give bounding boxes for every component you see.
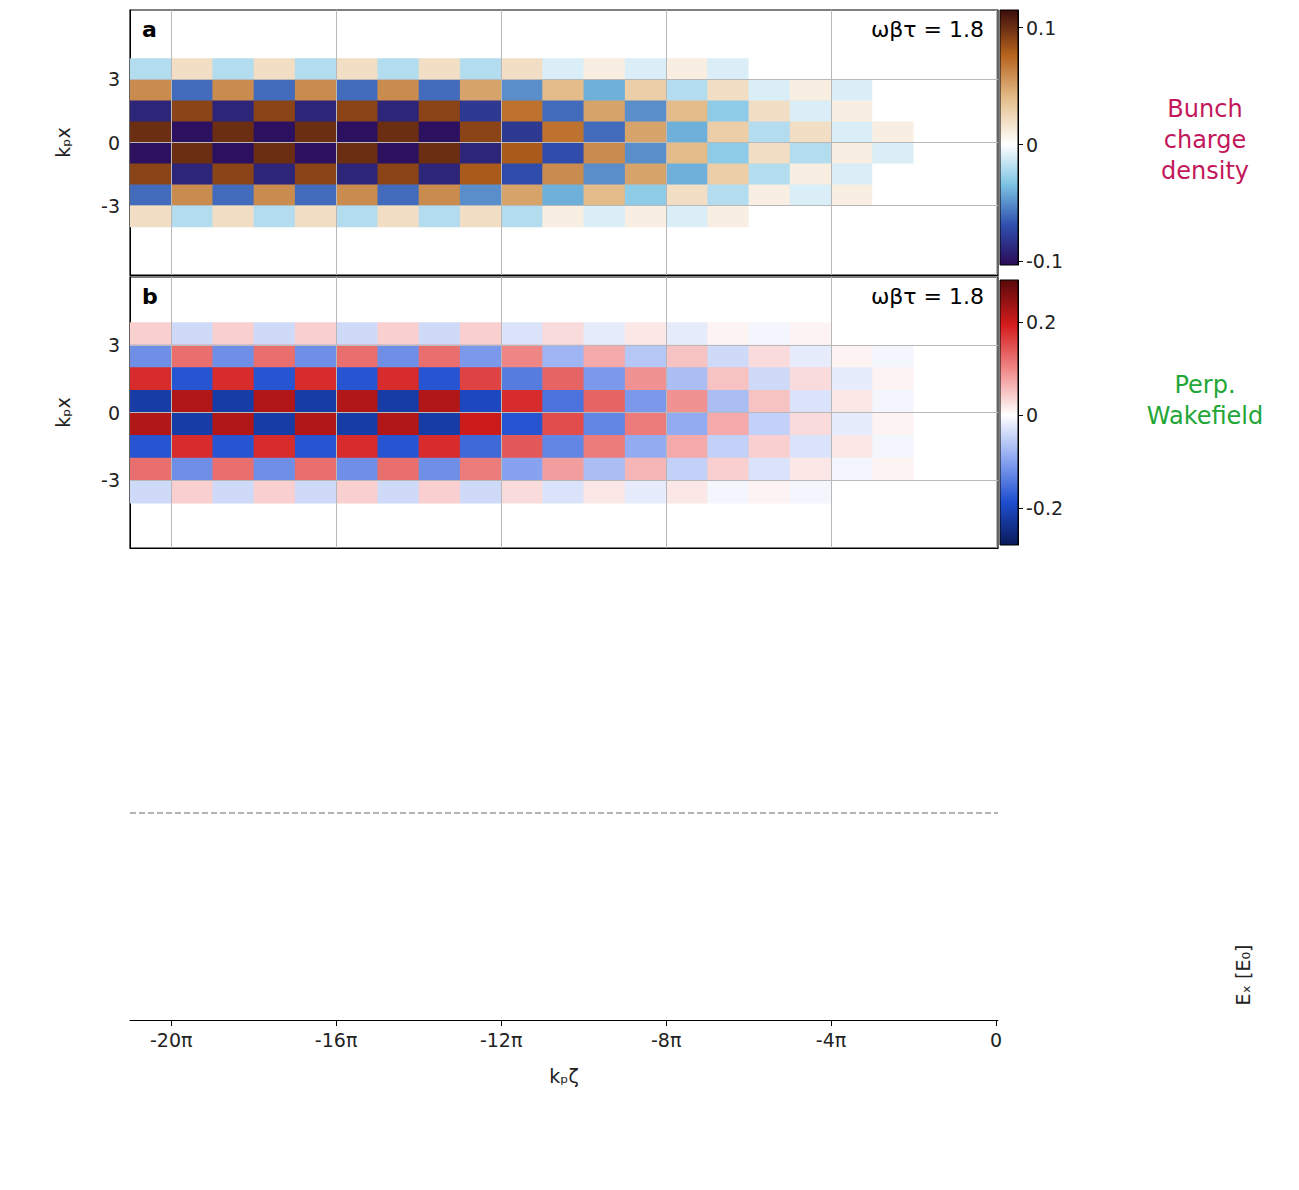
svg-text:3: 3 [108,68,120,90]
svg-text:0.2: 0.2 [1026,311,1056,333]
svg-text:0: 0 [108,402,120,424]
svg-text:ωβτ = 1.8: ωβτ = 1.8 [871,284,984,309]
svg-text:-0.1: -0.1 [1026,250,1063,272]
svg-text:-20π: -20π [150,1029,192,1051]
svg-text:a: a [142,17,157,42]
svg-text:-0.2: -0.2 [1026,497,1063,519]
svg-text:0: 0 [990,1029,1002,1051]
svg-text:-12π: -12π [480,1029,522,1051]
svg-text:-16π: -16π [315,1029,357,1051]
svg-text:kₚζ: kₚζ [549,1065,578,1087]
svg-text:Bunch: Bunch [1167,95,1242,123]
svg-text:-3: -3 [101,195,120,217]
svg-text:ωβτ = 1.8: ωβτ = 1.8 [871,17,984,42]
svg-text:-8π: -8π [651,1029,681,1051]
svg-text:charge: charge [1164,126,1247,154]
svg-text:3: 3 [108,334,120,356]
svg-text:Wakefield: Wakefield [1147,402,1264,430]
svg-text:0: 0 [1026,134,1038,156]
svg-text:Eₓ [E₀]: Eₓ [E₀] [1232,945,1254,1006]
svg-text:0.1: 0.1 [1026,17,1056,39]
svg-text:kₚx: kₚx [52,127,74,157]
svg-text:b: b [142,284,158,309]
svg-text:0: 0 [108,132,120,154]
svg-text:kₚx: kₚx [52,397,74,427]
svg-text:density: density [1161,157,1249,185]
svg-text:0: 0 [1026,404,1038,426]
svg-text:Perp.: Perp. [1174,371,1235,399]
svg-text:-4π: -4π [816,1029,846,1051]
svg-text:-3: -3 [101,469,120,491]
